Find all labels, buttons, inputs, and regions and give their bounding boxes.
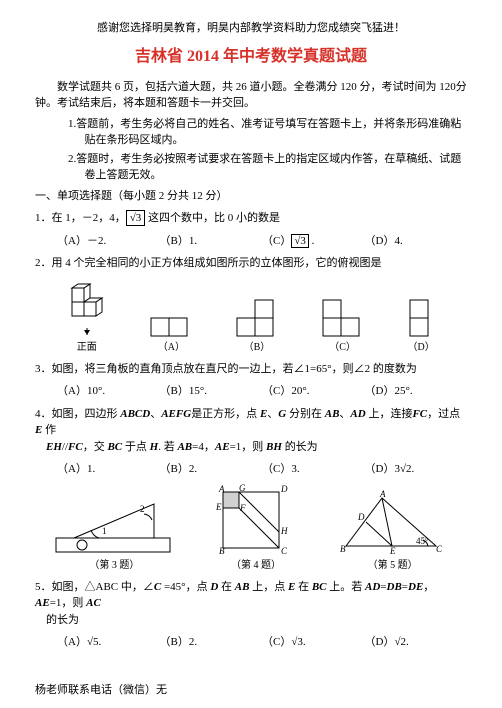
q2-opt-b-fig: （B） xyxy=(235,296,279,355)
q5-opt-d: （D）√2. xyxy=(365,634,468,651)
svg-text:2: 2 xyxy=(140,504,145,514)
q1-opt-c: （C）√3 . xyxy=(262,233,365,250)
svg-text:B: B xyxy=(340,544,346,554)
svg-text:F: F xyxy=(239,503,246,513)
q2-opt-c-fig: （C） xyxy=(321,296,365,355)
svg-text:A: A xyxy=(218,484,225,494)
svg-text:E: E xyxy=(389,546,396,556)
q3-opt-c: （C）20°. xyxy=(262,383,365,400)
question-4: 4．如图，四边形 ABCD、AEFG是正方形，点 E、G 分别在 AB、AD 上… xyxy=(35,406,467,456)
q5-opt-a: （A）√5. xyxy=(57,634,160,651)
q2-3d-icon xyxy=(66,278,108,328)
q4-opt-c: （C）3. xyxy=(262,461,365,478)
q2-opt-d-fig: （D） xyxy=(406,296,436,355)
q1-text-a: 1．在 1，－2，4， xyxy=(35,212,126,224)
intro-text: 数学试题共 6 页，包括六道大题，共 26 道小题。全卷满分 120 分，考试时… xyxy=(35,79,467,112)
instruction-2: 2.答题时，考生务必按照考试要求在答题卡上的指定区域内作答，在草稿纸、试题卷上答… xyxy=(57,151,467,184)
q4-opt-b: （B）2. xyxy=(160,461,263,478)
q2-opt-a-label: （A） xyxy=(158,340,185,355)
q1-opt-a: （A）－2. xyxy=(57,233,160,250)
q5-options: （A）√5. （B）2. （C）√3. （D）√2. xyxy=(35,634,467,651)
svg-text:G: G xyxy=(239,484,246,493)
q3-opt-b: （B）15°. xyxy=(160,383,263,400)
q2-opt-c-label: （C） xyxy=(329,340,356,355)
svg-text:A: A xyxy=(379,490,386,499)
q2-opt-b-label: （B） xyxy=(244,340,271,355)
svg-text:D: D xyxy=(280,484,288,494)
q2-opt-a-fig: （A） xyxy=(149,312,193,355)
section-heading: 一、单项选择题（每小题 2 分共 12 分） xyxy=(35,188,467,205)
q3-opt-a: （A）10°. xyxy=(57,383,160,400)
q1-opt-d: （D）4. xyxy=(365,233,468,250)
q2-main-fig: 正面 xyxy=(66,278,108,355)
footer-contact: 杨老师联系电话（微信）无 xyxy=(35,682,167,699)
svg-text:E: E xyxy=(215,502,222,512)
q4-opt-a: （A）1. xyxy=(57,461,160,478)
q1-options: （A）－2. （B）1. （C）√3 . （D）4. xyxy=(35,233,467,250)
q3-fig-caption: （第 3 题） xyxy=(89,558,139,573)
q5-figure: A D B E C 45° （第 5 题） xyxy=(338,490,448,573)
figures-row: 1 2 （第 3 题） AGD EF BHC （第 4 题） xyxy=(35,484,467,573)
q3-opt-d: （D）25°. xyxy=(365,383,468,400)
svg-text:C: C xyxy=(436,544,443,554)
q3-options: （A）10°. （B）15°. （C）20°. （D）25°. xyxy=(35,383,467,400)
q4-fig-caption: （第 4 题） xyxy=(231,558,281,573)
instruction-1: 1.答题前，考生务必将自己的姓名、准考证号填写在答题卡上，并将条形码准确粘贴在条… xyxy=(57,116,467,149)
question-5: 5．如图，△ABC 中，∠C =45°，点 D 在 AB 上，点 E 在 BC … xyxy=(35,579,467,629)
question-2: 2．用 4 个完全相同的小正方体组成如图所示的立体图形，它的俯视图是 xyxy=(35,255,467,272)
q5-opt-c: （C）√3. xyxy=(262,634,365,651)
q2-opt-d-label: （D） xyxy=(408,340,435,355)
q4-figure: A G D E F B HC （第 4 题） xyxy=(213,484,299,573)
svg-text:D: D xyxy=(357,512,365,522)
q1-text-b: 这四个数中，比 0 小的数是 xyxy=(145,212,280,224)
header-note: 感谢您选择明昊教育，明昊内部教学资料助力您成绩突飞猛进！ xyxy=(35,20,467,37)
q5-fig-caption: （第 5 题） xyxy=(368,558,418,573)
q1-sqrt: √3 xyxy=(126,210,146,226)
q2-figures: 正面 （A） （B） （C） （D） xyxy=(35,278,467,355)
svg-text:45°: 45° xyxy=(416,536,429,546)
q2-arrow-label: 正面 xyxy=(77,340,97,355)
question-1: 1．在 1，－2，4，√3 这四个数中，比 0 小的数是 xyxy=(35,210,467,227)
q1-opt-b: （B）1. xyxy=(160,233,263,250)
question-3: 3．如图，将三角板的直角顶点放在直尺的一边上，若∠1=65°，则∠2 的度数为 xyxy=(35,361,467,378)
svg-text:B: B xyxy=(219,546,225,556)
q4-opt-d: （D）3√2. xyxy=(365,461,468,478)
q4-options: （A）1. （B）2. （C）3. （D）3√2. xyxy=(35,461,467,478)
q3-figure: 1 2 （第 3 题） xyxy=(54,494,174,573)
q5-opt-b: （B）2. xyxy=(160,634,263,651)
svg-text:1: 1 xyxy=(102,526,107,536)
svg-text:H: H xyxy=(280,526,288,536)
page-title: 吉林省 2014 年中考数学真题试题 xyxy=(35,45,467,69)
svg-text:C: C xyxy=(281,546,288,556)
